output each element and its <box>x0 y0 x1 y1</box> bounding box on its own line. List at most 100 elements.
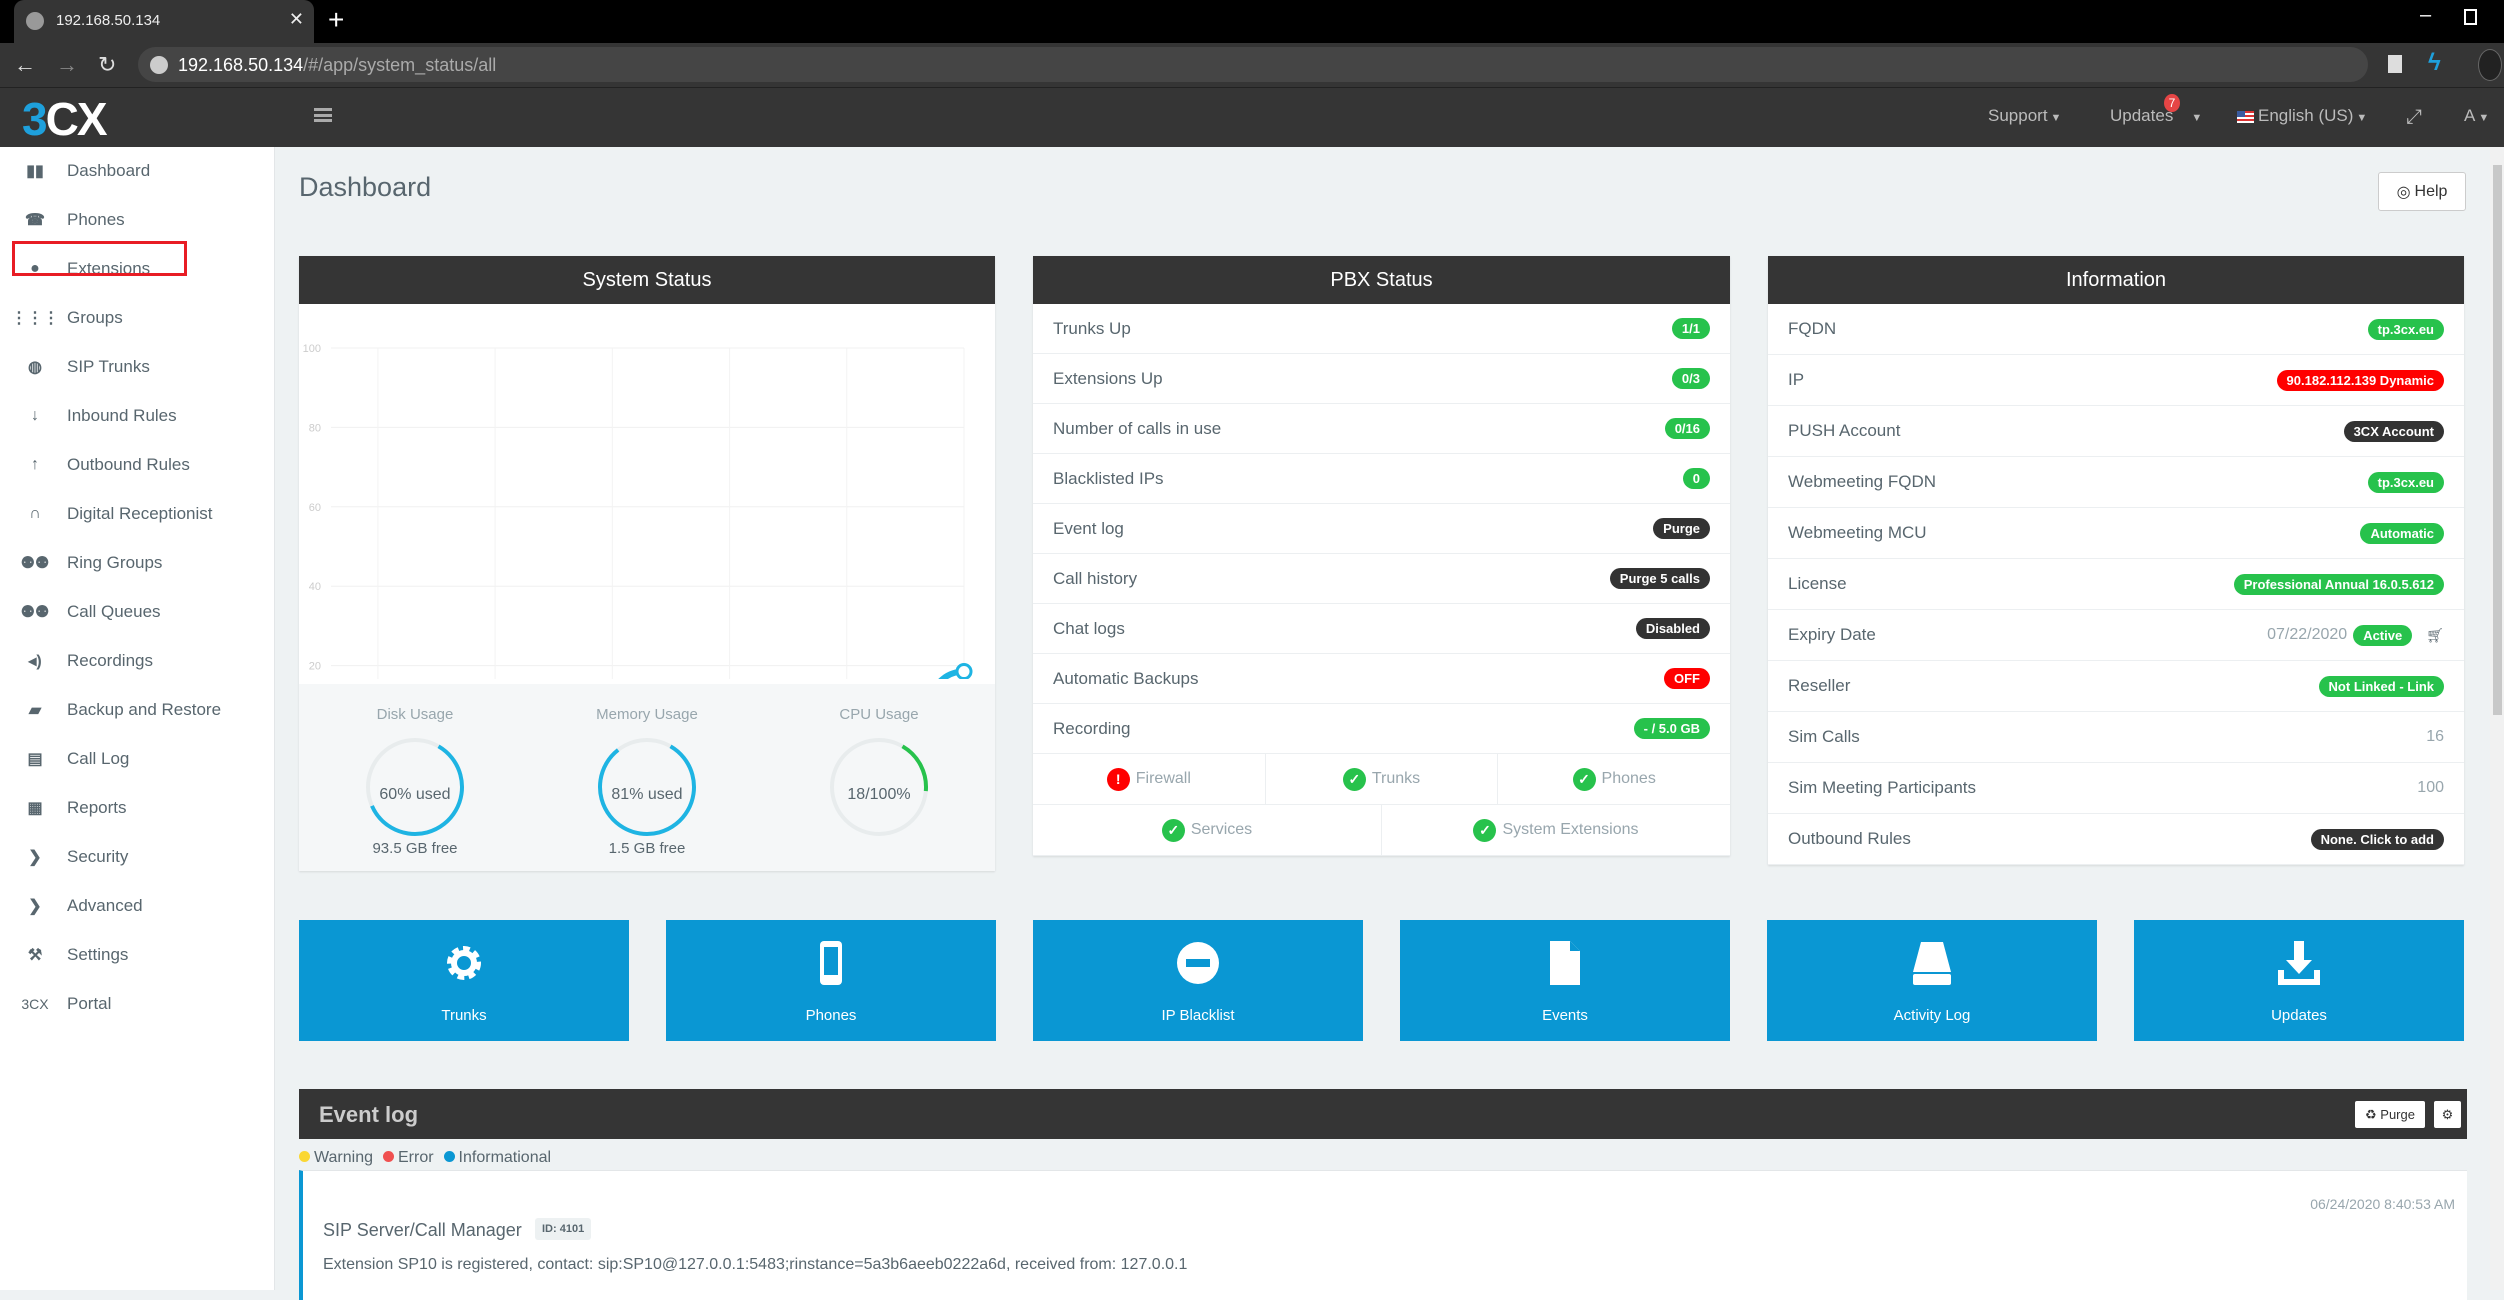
tile-trunks[interactable]: Trunks <box>299 920 629 1041</box>
purge-button[interactable]: ♻ Purge <box>2355 1101 2425 1128</box>
help-button[interactable]: ◎ Help <box>2378 172 2466 211</box>
tile-events[interactable]: Events <box>1400 920 1730 1041</box>
sidebar-item-label: Ring Groups <box>67 553 163 572</box>
gauge-arc <box>830 738 928 836</box>
status-badge[interactable]: Purge <box>1653 518 1710 539</box>
sidebar-item-call-queues[interactable]: ⚉⚉ Call Queues <box>0 589 275 635</box>
gauge-value: 81% used <box>611 786 683 803</box>
sidebar-item-advanced[interactable]: ❯ Advanced <box>0 883 275 929</box>
sidebar-item-digital-receptionist[interactable]: ∩ Digital Receptionist <box>0 491 275 537</box>
us-flag-icon <box>2237 110 2254 123</box>
status-badge: Professional Annual 16.0.5.612 <box>2233 573 2444 595</box>
users-icon: ⚉⚉ <box>20 604 50 621</box>
sidebar-item-sip-trunks[interactable]: ◍ SIP Trunks <box>0 344 275 390</box>
y-tick-label: 80 <box>309 422 321 434</box>
extension-icon[interactable] <box>2388 55 2402 73</box>
sidebar-item-inbound-rules[interactable]: ↓ Inbound Rules <box>0 393 275 439</box>
sidebar-item-reports[interactable]: ▦ Reports <box>0 785 275 831</box>
row-sim-meeting-participants: Sim Meeting Participants 100 <box>1768 763 2464 814</box>
back-icon[interactable]: ← <box>14 52 36 77</box>
row-fqdn: FQDN tp.3cx.eu <box>1768 304 2464 355</box>
check-circle-icon: ✓ <box>1161 818 1185 842</box>
browser-toolbar: ← → ↻ 192.168.50.134/#/app/system_status… <box>0 43 2504 88</box>
legend-label: Informational <box>458 1149 552 1166</box>
row-value-group: - / 5.0 GB <box>1633 718 1710 739</box>
menu-toggle-icon[interactable] <box>314 108 332 122</box>
scrollbar-thumb[interactable] <box>2493 165 2502 715</box>
new-tab-button[interactable]: + <box>328 4 345 35</box>
tile-activity-log[interactable]: Activity Log <box>1767 920 2097 1041</box>
language-menu[interactable]: English (US) ▼ <box>2237 106 2367 126</box>
minimize-button[interactable]: – <box>2420 4 2432 26</box>
event-message: Extension SP10 is registered, contact: s… <box>323 1256 1188 1273</box>
legend-dot-icon <box>443 1151 455 1162</box>
browser-tab[interactable]: 192.168.50.134 ✕ <box>14 0 314 43</box>
browser-tab-bar: 192.168.50.134 ✕ + – <box>0 0 2504 43</box>
help-label: Help <box>2414 182 2448 200</box>
cart-icon[interactable]: 🛒︎ <box>2426 626 2444 643</box>
sidebar-item-label: Backup and Restore <box>67 700 222 719</box>
status-badge[interactable]: Not Linked - Link <box>2318 675 2444 697</box>
row-label: Automatic Backups <box>1053 668 1199 688</box>
y-tick-label: 40 <box>309 581 321 593</box>
profile-avatar[interactable] <box>2478 49 2502 81</box>
sidebar-item-groups[interactable]: ⋮⋮⋮ Groups <box>0 295 275 341</box>
sidebar-item-dashboard[interactable]: ▮▮ Dashboard <box>0 148 275 194</box>
sidebar-item-ring-groups[interactable]: ⚉⚉ Ring Groups <box>0 540 275 586</box>
status-badge[interactable]: Purge 5 calls <box>1609 568 1710 589</box>
main-content: Dashboard ◎Help System Status 0 20 40 60 80 1… <box>276 147 2490 1300</box>
user-icon: ● <box>30 260 40 277</box>
file-icon <box>1540 938 1590 993</box>
sidebar-item-outbound-rules[interactable]: ↑ Outbound Rules <box>0 442 275 488</box>
sidebar-item-backup-and-restore[interactable]: ▰ Backup and Restore <box>0 687 275 733</box>
sidebar-item-call-log[interactable]: ▤ Call Log <box>0 736 275 782</box>
minus-circle-icon <box>1173 938 1223 993</box>
row-label: Reseller <box>1788 676 1851 695</box>
row-value-group: 07/22/2020 Active 🛒︎ <box>2267 624 2444 646</box>
y-tick-label: 100 <box>303 343 321 355</box>
3cx-logo[interactable]: 3CX <box>22 93 107 145</box>
restore-button[interactable] <box>2464 9 2477 25</box>
row-webmeeting-mcu: Webmeeting MCU Automatic <box>1768 508 2464 559</box>
status-badge[interactable]: Disabled <box>1635 618 1710 639</box>
extension-bolt-icon[interactable]: ϟ <box>2428 49 2441 76</box>
app-header: 3CX Support ▼ Updates ▼ 7 English (US) ▼ ⤢ … <box>0 88 2504 147</box>
check-circle-icon: ✓ <box>1473 818 1497 842</box>
site-info-icon[interactable] <box>150 56 168 74</box>
forward-icon[interactable]: → <box>56 52 78 77</box>
tile-label: Phones <box>805 1006 857 1024</box>
tile-phones[interactable]: Phones <box>666 920 996 1041</box>
sidebar-item-phones[interactable]: ☎ Phones <box>0 197 275 243</box>
row-value-group: OFF <box>1664 668 1710 689</box>
legend-dot-icon <box>382 1151 394 1162</box>
panel-title: Information <box>1768 256 2464 304</box>
sidebar-item-label: Reports <box>67 798 127 817</box>
y-tick-label: 20 <box>309 661 321 673</box>
updates-menu[interactable]: Updates ▼ <box>2110 106 2202 126</box>
check-label: Phones <box>1601 770 1656 787</box>
settings-button[interactable]: ⚙ <box>2434 1101 2461 1128</box>
row-value-group: 100 <box>2417 779 2444 797</box>
panel-title: PBX Status <box>1033 256 1730 304</box>
gauge-arc <box>366 738 464 836</box>
row-label: FQDN <box>1788 319 1837 338</box>
address-bar[interactable]: 192.168.50.134/#/app/system_status/all <box>138 47 2368 82</box>
row-value-group: None. Click to add <box>2310 828 2444 850</box>
sidebar-item-portal[interactable]: 3CX Portal <box>0 981 275 1027</box>
close-tab-icon[interactable]: ✕ <box>288 9 304 29</box>
row-label: Chat logs <box>1053 618 1125 638</box>
tile-updates[interactable]: Updates <box>2134 920 2464 1041</box>
reload-icon[interactable]: ↻ <box>98 52 117 77</box>
sidebar-item-settings[interactable]: ⚒ Settings <box>0 932 275 978</box>
user-menu[interactable]: A ▼ <box>2464 106 2489 126</box>
gauge-title: Disk Usage <box>376 706 454 723</box>
sidebar-item-recordings[interactable]: ◂) Recordings <box>0 638 275 684</box>
sidebar-item-security[interactable]: ❯ Security <box>0 834 275 880</box>
support-menu[interactable]: Support ▼ <box>1988 106 2061 126</box>
caret-down-icon: ▼ <box>2050 112 2062 124</box>
gauge-title: Memory Usage <box>596 706 698 723</box>
status-badge[interactable]: OFF <box>1664 668 1710 689</box>
status-badge[interactable]: None. Click to add <box>2310 828 2444 850</box>
tile-ip-blacklist[interactable]: IP Blacklist <box>1033 920 1363 1041</box>
fullscreen-icon[interactable]: ⤢ <box>2406 106 2422 128</box>
